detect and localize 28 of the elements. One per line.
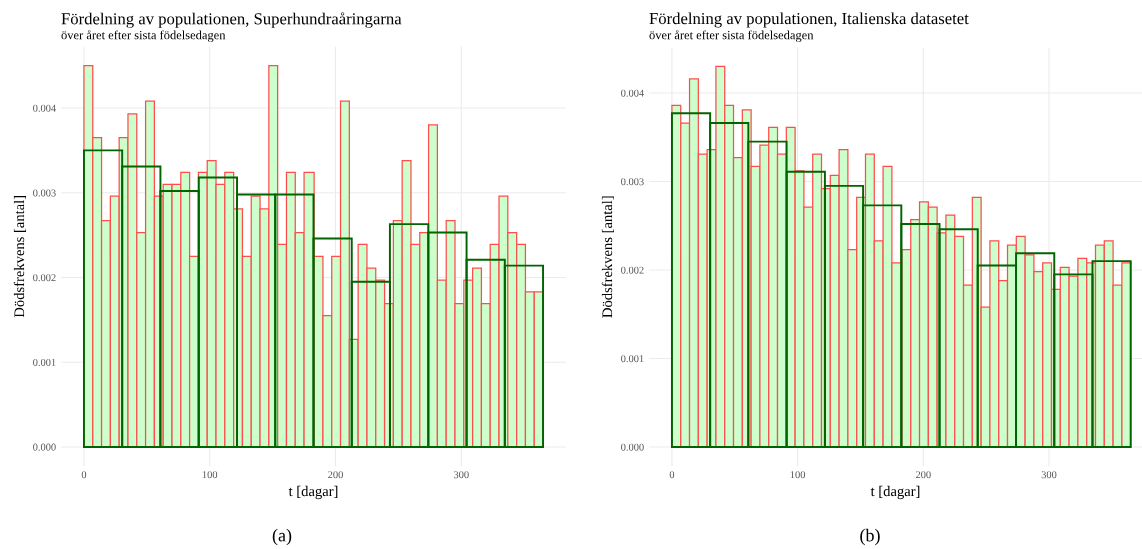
y-tick-label: 0.002: [33, 274, 56, 282]
chart-title: Fördelning av populationen, Superhundraåringarna: [61, 12, 402, 28]
y-tick-label: 0.001: [621, 355, 644, 363]
chart-subtitle: över året efter sista födelsedagen: [649, 30, 814, 42]
text: (a): [272, 528, 292, 546]
y-tick-label: 0.000: [621, 443, 644, 451]
y-axis-title: Dödsfrekvens [antal]: [13, 196, 26, 318]
x-tick-label: 0: [669, 471, 675, 479]
y-tick-label: 0.000: [33, 443, 56, 451]
y-tick-label: 0.003: [621, 178, 644, 186]
chart-title: Fördelning av populationen, Italienska datasetet: [649, 12, 969, 28]
x-axis-title: t [dagar]: [870, 485, 920, 500]
x-axis-title: t [dagar]: [288, 485, 338, 500]
y-tick-label: 0.002: [621, 266, 644, 274]
x-tick-label: 300: [453, 471, 469, 479]
text: (b): [860, 528, 880, 546]
y-tick-label: 0.003: [33, 189, 56, 197]
y-axis-title: Dödsfrekvens [antal]: [601, 196, 614, 318]
y-tick-label: 0.004: [621, 89, 644, 97]
x-tick-label: 100: [790, 471, 806, 479]
x-tick-label: 200: [328, 471, 343, 479]
chart-subtitle: över året efter sista födelsedagen: [61, 30, 226, 42]
x-tick-label: 200: [915, 471, 931, 479]
x-tick-label: 100: [202, 471, 218, 479]
x-tick-label: 0: [81, 471, 87, 479]
y-tick-label: 0.004: [33, 104, 56, 112]
x-tick-label: 300: [1041, 471, 1057, 479]
y-tick-label: 0.001: [33, 358, 56, 366]
